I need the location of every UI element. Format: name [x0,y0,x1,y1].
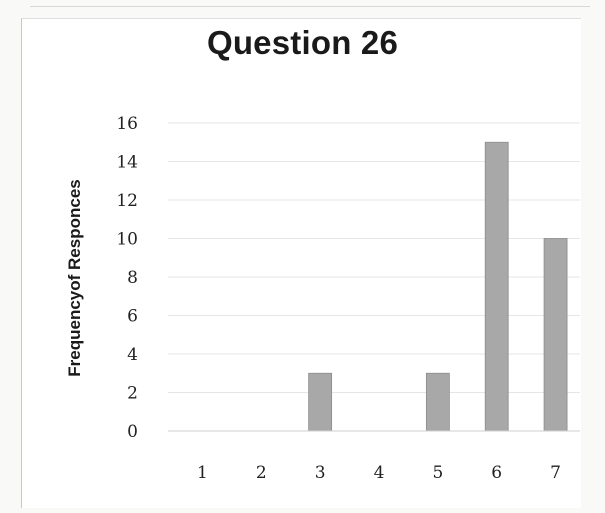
y-tick-label: 0 [127,422,138,442]
x-tick-label: 6 [491,463,502,483]
y-axis-title: Frequencyof Responces [65,179,84,376]
y-tick-label: 10 [116,230,138,250]
bar-7 [543,238,568,432]
x-tick-label: 2 [256,463,267,483]
bar-5 [425,372,450,432]
y-tick-label: 12 [116,191,138,211]
x-tick-labels: 1 2 3 4 5 6 7 [197,463,561,483]
y-tick-labels: 0 2 4 6 8 10 12 14 16 [116,114,138,442]
bar-6 [484,141,509,432]
bar-3 [308,372,333,432]
x-tick-label: 7 [550,463,561,483]
y-tick-label: 6 [127,307,138,327]
y-tick-label: 16 [116,114,138,134]
scan-border [30,6,590,7]
x-tick-label: 4 [374,463,385,483]
bars [308,141,568,432]
x-tick-label: 3 [315,463,326,483]
x-tick-label: 1 [197,463,208,483]
grid-lines [168,122,580,393]
y-tick-label: 4 [127,345,138,365]
x-tick-label: 5 [432,463,443,483]
y-tick-label: 2 [127,384,138,404]
y-tick-label: 14 [116,153,138,173]
y-tick-label: 8 [127,268,138,288]
chart-title: Question 26 [206,24,399,61]
